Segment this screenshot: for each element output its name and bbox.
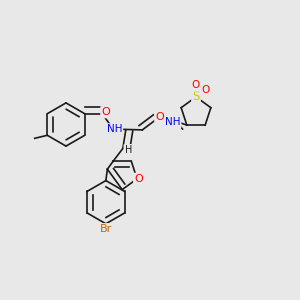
Text: O: O bbox=[202, 85, 210, 95]
Text: S: S bbox=[192, 90, 200, 104]
Text: NH: NH bbox=[107, 124, 122, 134]
Text: NH: NH bbox=[165, 117, 180, 128]
Text: Br: Br bbox=[100, 224, 112, 234]
Text: O: O bbox=[134, 174, 143, 184]
Text: O: O bbox=[155, 112, 164, 122]
Text: H: H bbox=[124, 145, 132, 155]
Text: O: O bbox=[191, 80, 200, 91]
Text: O: O bbox=[101, 107, 110, 117]
